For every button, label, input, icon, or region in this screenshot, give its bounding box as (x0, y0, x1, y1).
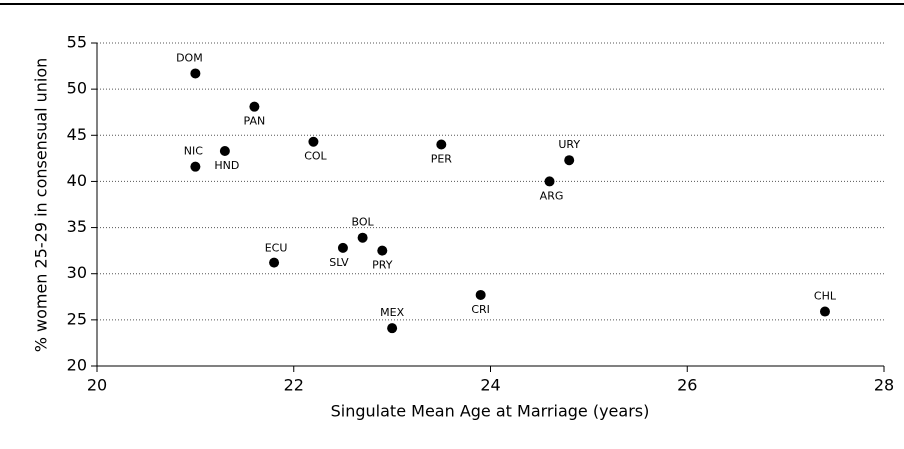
y-tick-label: 35 (67, 217, 87, 236)
point-label: PER (431, 153, 453, 166)
y-axis-label: % women 25-29 in consensual union (32, 58, 51, 353)
point-label: DOM (176, 51, 203, 64)
point (387, 323, 398, 334)
point (357, 232, 368, 243)
point (249, 101, 260, 112)
y-tick-label: 30 (67, 263, 87, 282)
point (269, 257, 280, 268)
point-label: COL (304, 150, 327, 163)
point (436, 139, 447, 150)
x-axis-label: Singulate Mean Age at Marriage (years) (331, 402, 650, 421)
y-tick-label: 45 (67, 125, 87, 144)
point-label: SLV (329, 256, 349, 269)
point-label: BOL (352, 216, 375, 229)
point-label: CHL (814, 290, 837, 303)
y-tick-label: 50 (67, 79, 87, 98)
point (475, 289, 486, 300)
point-label: PAN (244, 115, 266, 128)
point (544, 176, 555, 187)
point (819, 306, 830, 317)
x-tick-label: 24 (480, 376, 500, 395)
point (308, 136, 319, 147)
point (190, 161, 201, 172)
y-tick-label: 40 (67, 171, 87, 190)
y-tick-label: 20 (67, 356, 87, 375)
point (337, 242, 348, 253)
x-tick-label: 26 (677, 376, 697, 395)
point (377, 245, 388, 256)
point-label: PRY (372, 259, 393, 272)
point-label: MEX (380, 306, 404, 319)
point (219, 145, 230, 156)
point-label: CRI (471, 303, 490, 316)
x-tick-label: 28 (874, 376, 894, 395)
y-tick-label: 25 (67, 309, 87, 328)
point-label: ARG (540, 189, 564, 202)
x-tick-label: 20 (87, 376, 107, 395)
point-label: URY (558, 138, 580, 151)
point-label: ECU (265, 242, 288, 255)
point-label: HND (214, 159, 239, 172)
point (564, 155, 575, 166)
x-tick-label: 22 (284, 376, 304, 395)
point-label: NIC (184, 145, 203, 158)
point (190, 68, 201, 79)
y-tick-label: 55 (67, 33, 87, 52)
